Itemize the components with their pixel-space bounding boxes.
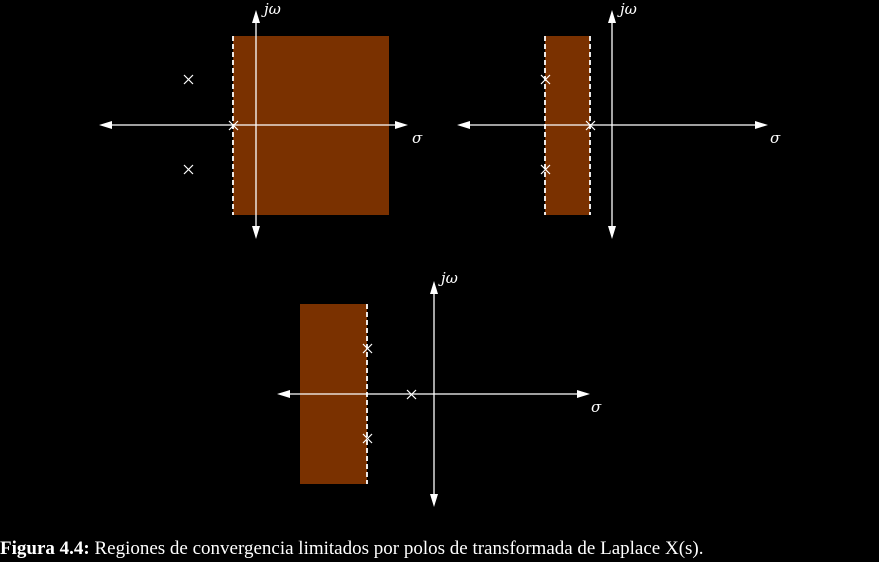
imag-axis-label: jω bbox=[438, 269, 458, 287]
real-axis-right-arrow bbox=[755, 121, 768, 129]
figure-caption-text: Regiones de convergencia limitados por p… bbox=[89, 538, 704, 559]
pole-marker bbox=[585, 120, 596, 131]
real-axis-label: σ bbox=[770, 129, 781, 147]
pole-marker bbox=[183, 164, 194, 175]
pole-marker bbox=[228, 120, 239, 131]
figure-caption: Figura 4.4: Regiones de convergencia lim… bbox=[0, 538, 879, 560]
pole-marker bbox=[406, 389, 417, 400]
pole-marker bbox=[540, 164, 551, 175]
real-axis-label: σ bbox=[412, 129, 423, 147]
imag-axis-up-arrow bbox=[252, 10, 260, 23]
panel-right-sided: jω σ bbox=[99, 0, 423, 239]
imag-axis-down-arrow bbox=[608, 226, 616, 239]
pole-marker bbox=[183, 74, 194, 85]
real-axis-right-arrow bbox=[395, 121, 408, 129]
pole-marker bbox=[540, 74, 551, 85]
imag-axis-up-arrow bbox=[608, 10, 616, 23]
real-axis-left-arrow bbox=[277, 390, 290, 398]
pole-marker bbox=[362, 433, 373, 444]
real-axis-left-arrow bbox=[99, 121, 112, 129]
real-axis-right-arrow bbox=[577, 390, 590, 398]
panel-two-sided-strip: jω σ bbox=[457, 0, 781, 239]
real-axis-label: σ bbox=[591, 398, 602, 416]
real-axis-left-arrow bbox=[457, 121, 470, 129]
imag-axis-label: jω bbox=[261, 0, 281, 18]
panel-left-sided-strip: jω σ bbox=[277, 269, 602, 507]
imag-axis-down-arrow bbox=[252, 226, 260, 239]
imag-axis-up-arrow bbox=[430, 281, 438, 294]
roc-figure: jω σ jω σ jω σ bbox=[99, 0, 781, 507]
imag-axis-down-arrow bbox=[430, 494, 438, 507]
figure-caption-label: Figura 4.4: bbox=[0, 538, 90, 559]
pole-marker bbox=[362, 343, 373, 354]
imag-axis-label: jω bbox=[617, 0, 637, 18]
